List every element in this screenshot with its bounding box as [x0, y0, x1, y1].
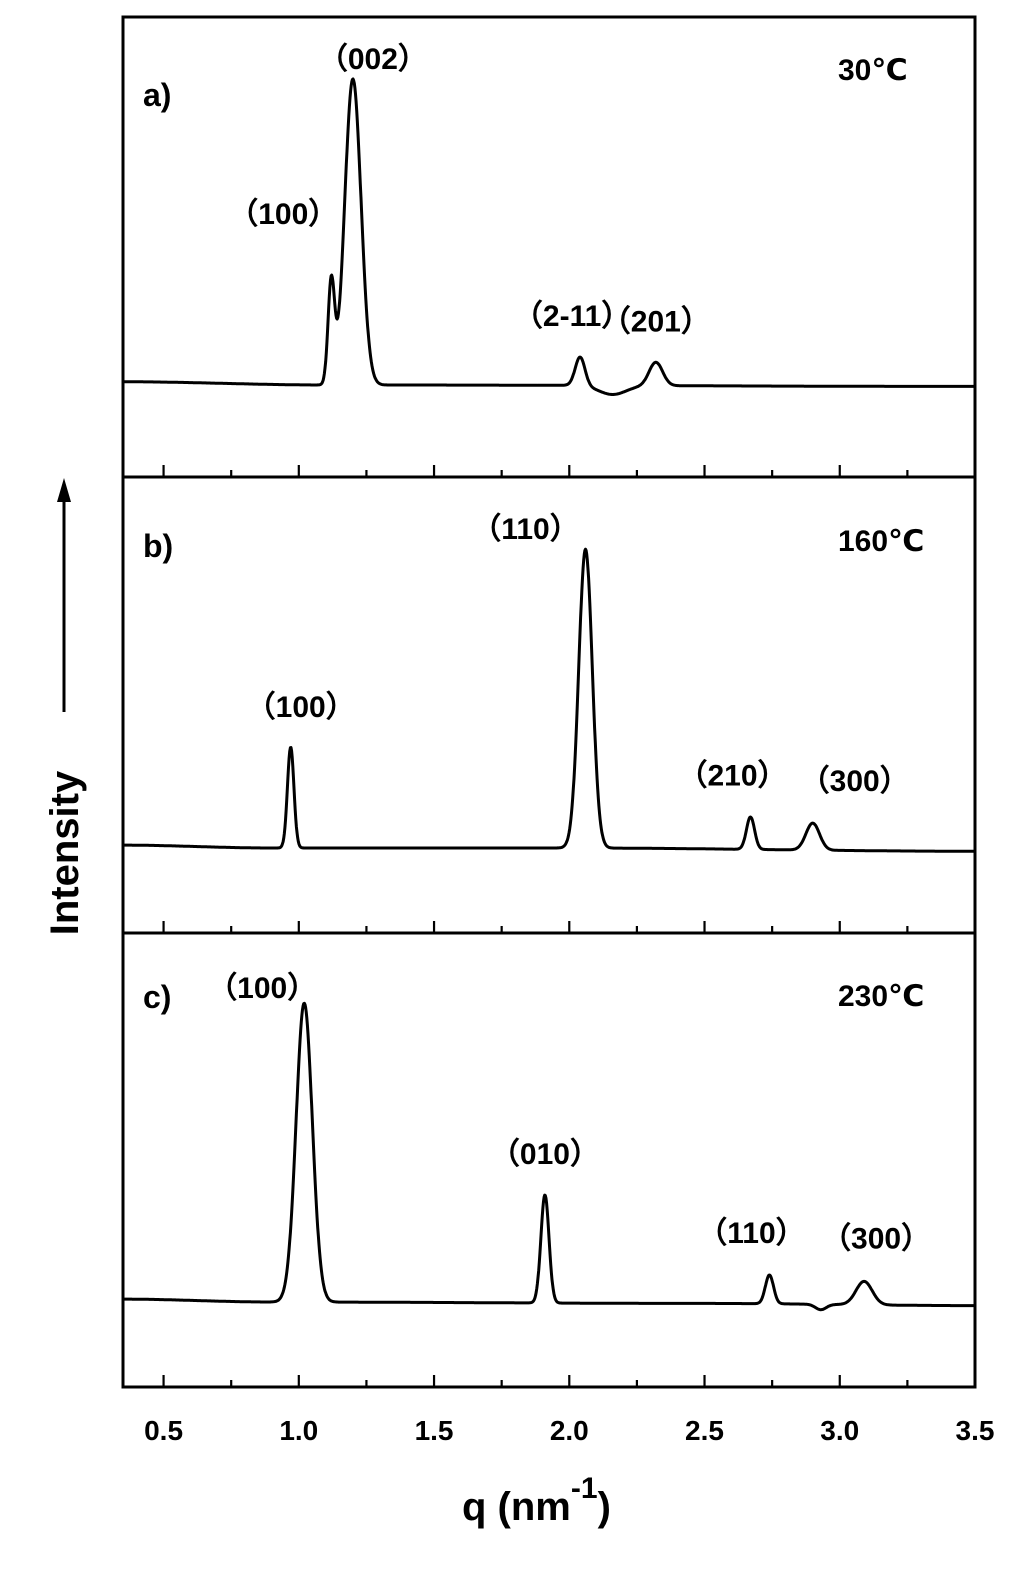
- panel-a-label: a): [143, 77, 171, 113]
- x-tick-label: 2.5: [685, 1415, 724, 1446]
- x-tick-label: 1.0: [279, 1415, 318, 1446]
- x-tick-label: 1.5: [415, 1415, 454, 1446]
- peak-label: （100）: [207, 971, 317, 1005]
- peak-label: （100）: [246, 690, 356, 724]
- panel-c-temperature: 230℃: [838, 980, 924, 1013]
- peak-label: （300）: [821, 1222, 931, 1256]
- x-axis-label-main: q (nm: [462, 1485, 571, 1529]
- xrd-curve-panel-c: [122, 1001, 976, 1312]
- x-axis-label-close: ): [598, 1485, 611, 1529]
- x-tick-label: 0.5: [144, 1415, 183, 1446]
- y-axis-label: Intensity: [43, 770, 87, 935]
- annotations-layer: （100） （002） （2-11）（201） （100） （110） （210） （300…: [207, 42, 931, 1256]
- peak-label: （110）: [697, 1216, 805, 1250]
- x-axis-label-exponent: -1: [571, 1472, 598, 1505]
- x-tick-label: 3.0: [820, 1415, 859, 1446]
- x-tick-labels: 0.5 1.0 1.5 2.0 2.5 3.0 3.5: [144, 1415, 994, 1446]
- panel-b-temperature: 160℃: [838, 525, 924, 558]
- panel-c-label: c): [143, 979, 171, 1015]
- plot-frame: [121, 15, 977, 1389]
- peak-label: （2-11）: [513, 299, 631, 333]
- panel-a-temperature: 30℃: [838, 54, 908, 87]
- peak-label: （300）: [800, 764, 910, 798]
- peak-label: （201）: [601, 305, 711, 339]
- peak-label: （010）: [490, 1137, 600, 1171]
- peak-label: （210）: [677, 759, 787, 793]
- xrd-curve-panel-a: [122, 77, 976, 396]
- curves-layer: [122, 77, 976, 1312]
- x-axis-label: q (nm-1): [462, 1472, 611, 1529]
- peak-label: （100）: [228, 197, 338, 231]
- peak-label: （110）: [471, 512, 579, 546]
- x-tick-label: 3.5: [956, 1415, 995, 1446]
- peak-label: （002）: [318, 42, 428, 76]
- panel-b-label: b): [143, 528, 173, 564]
- y-axis-arrow-head: [57, 478, 71, 502]
- x-tick-label: 2.0: [550, 1415, 589, 1446]
- x-ticks: [162, 465, 977, 1387]
- xrd-curve-panel-b: [122, 547, 976, 853]
